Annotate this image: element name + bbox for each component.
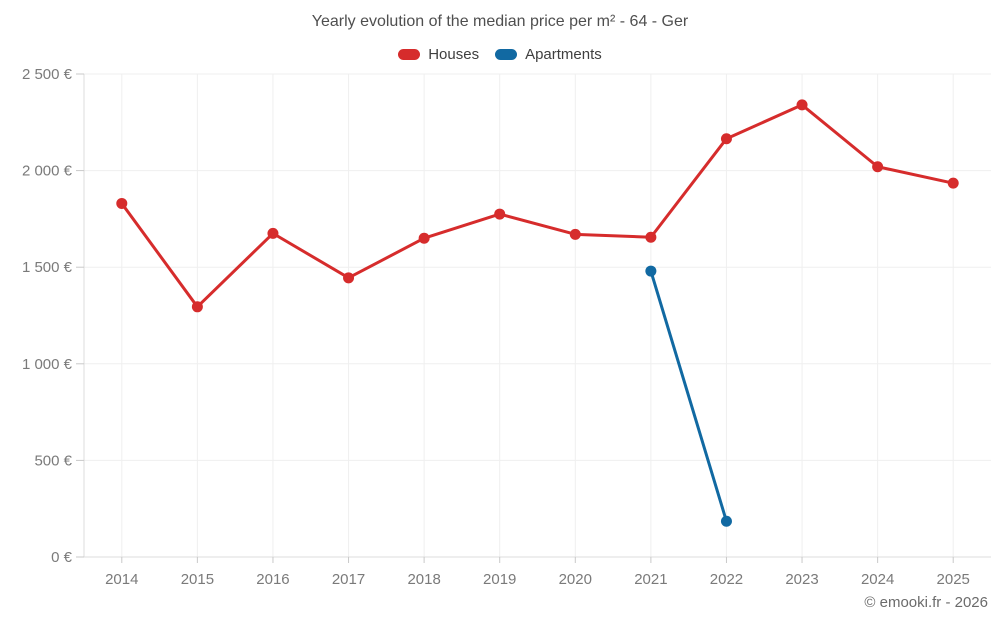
- data-point-houses-2015[interactable]: [191, 301, 203, 313]
- chart-title: Yearly evolution of the median price per…: [311, 13, 689, 30]
- data-point-houses-2020[interactable]: [569, 228, 581, 240]
- data-point-houses-2022[interactable]: [720, 133, 732, 145]
- y-axis-label: 0 €: [51, 549, 73, 566]
- footer-credit: © emooki.fr - 2026: [864, 594, 988, 611]
- x-axis-label: 2019: [483, 571, 516, 588]
- y-axis-label: 2 500 €: [22, 66, 73, 83]
- series-line-apartments: [649, 269, 728, 523]
- data-point-houses-2017[interactable]: [343, 272, 355, 284]
- y-axis-label: 1 000 €: [22, 356, 73, 373]
- data-point-houses-2018[interactable]: [418, 232, 430, 244]
- y-axis-label: 2 000 €: [22, 163, 73, 180]
- data-point-houses-2014[interactable]: [116, 197, 128, 209]
- data-point-houses-2021[interactable]: [645, 231, 657, 243]
- x-axis-label: 2015: [181, 571, 214, 588]
- data-point-apartments-2022[interactable]: [720, 515, 732, 527]
- legend-item-houses[interactable]: Houses: [398, 46, 479, 63]
- y-axis-label: 1 500 €: [22, 259, 73, 276]
- data-point-houses-2016[interactable]: [267, 227, 279, 239]
- x-axis-label: 2020: [559, 571, 592, 588]
- legend-item-apartments[interactable]: Apartments: [495, 46, 602, 63]
- legend-label-houses: Houses: [428, 46, 480, 63]
- legend-label-apartments: Apartments: [525, 46, 602, 63]
- data-point-houses-2025[interactable]: [947, 177, 959, 189]
- x-axis-label: 2022: [710, 571, 743, 588]
- x-axis-label: 2023: [785, 571, 818, 588]
- x-axis-label: 2021: [634, 571, 667, 588]
- chart-legend: Houses Apartments: [0, 46, 1000, 63]
- x-axis-label: 2024: [861, 571, 894, 588]
- data-point-apartments-2021[interactable]: [645, 265, 657, 277]
- data-point-houses-2019[interactable]: [494, 208, 506, 220]
- data-point-houses-2023[interactable]: [796, 99, 808, 111]
- x-axis-label: 2018: [407, 571, 440, 588]
- series-line-houses: [120, 103, 955, 309]
- x-axis-label: 2025: [937, 571, 970, 588]
- data-point-houses-2024[interactable]: [872, 161, 884, 173]
- x-axis-label: 2014: [105, 571, 138, 588]
- y-axis-label: 500 €: [34, 452, 72, 469]
- houses-legend-swatch-icon: [398, 49, 421, 60]
- x-axis-label: 2016: [256, 571, 289, 588]
- apartments-legend-swatch-icon: [495, 49, 518, 60]
- x-axis-label: 2017: [332, 571, 365, 588]
